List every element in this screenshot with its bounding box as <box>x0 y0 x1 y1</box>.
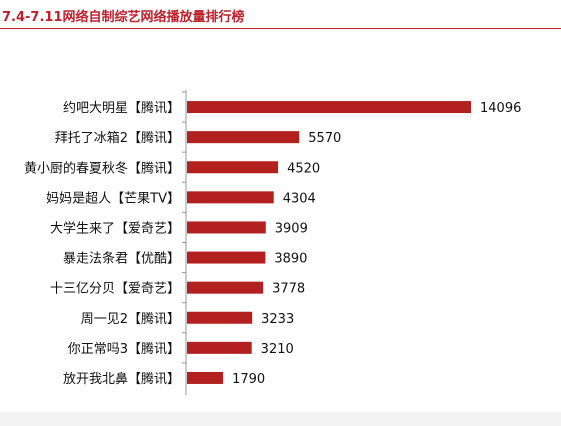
title-divider <box>0 28 561 29</box>
bar <box>187 101 471 114</box>
bar <box>187 251 266 264</box>
bar <box>187 191 274 204</box>
data-label: 5570 <box>308 131 341 146</box>
category-label: 你正常吗3【腾讯】 <box>68 341 180 357</box>
data-label: 3778 <box>272 282 305 297</box>
bar <box>187 131 300 144</box>
category-label: 拜托了冰箱2【腾讯】 <box>55 130 180 146</box>
data-label: 1790 <box>232 372 265 387</box>
bar <box>187 311 253 324</box>
data-label: 3890 <box>274 252 307 267</box>
data-label: 3210 <box>261 342 294 357</box>
category-label: 十三亿分贝【爱奇艺】 <box>50 281 180 297</box>
category-label: 约吧大明星【腾讯】 <box>63 100 180 116</box>
footer-band <box>0 412 561 426</box>
page-title: 7.4-7.11网络自制综艺网络播放量排行榜 <box>2 10 245 25</box>
bar <box>187 221 266 234</box>
data-label: 3909 <box>275 221 308 236</box>
bar <box>187 161 279 174</box>
category-label: 妈妈是超人【芒果TV】 <box>46 190 180 206</box>
data-label: 4304 <box>283 191 316 206</box>
data-label: 14096 <box>480 101 521 116</box>
category-label: 放开我北鼻【腾讯】 <box>63 371 180 387</box>
data-label: 3233 <box>261 312 294 327</box>
category-label: 黄小厨的春夏秋冬【腾讯】 <box>24 160 180 176</box>
category-label: 周一见2【腾讯】 <box>81 311 180 327</box>
category-label: 大学生来了【爱奇艺】 <box>50 220 180 236</box>
data-label: 4520 <box>287 161 320 176</box>
bar <box>187 341 252 354</box>
bar <box>187 371 224 384</box>
bar <box>187 281 264 294</box>
category-label: 暴走法条君【优酷】 <box>63 251 180 267</box>
